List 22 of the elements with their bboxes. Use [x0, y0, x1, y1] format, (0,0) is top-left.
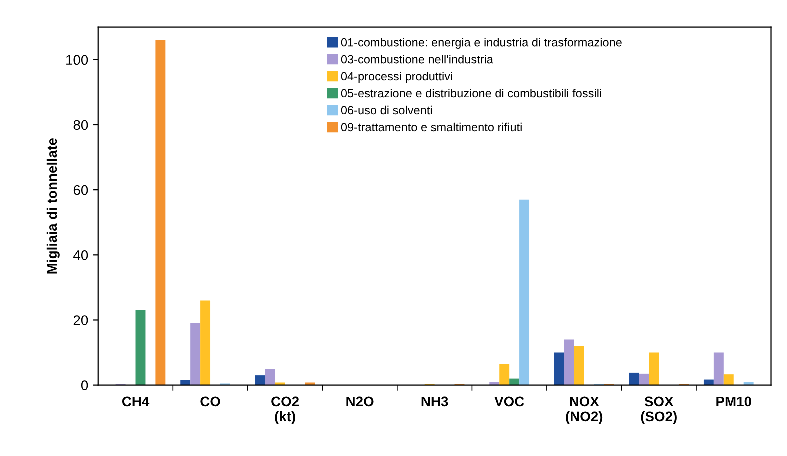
legend-label: 06-uso di solventi	[341, 106, 432, 115]
x-tick-label: PM10	[716, 396, 752, 407]
x-tick-label: CO	[200, 396, 220, 407]
x-tick-label: CH4	[122, 396, 150, 407]
y-tick-label: 100	[66, 55, 88, 66]
y-tick-label: 60	[74, 185, 88, 196]
x-tick-label: NOX (NO2)	[566, 396, 603, 424]
legend-label: 03-combustione nell'industria	[341, 55, 494, 64]
x-tick-label: CO2 (kt)	[272, 396, 300, 424]
y-axis-title: Migliaia di tonnellate	[46, 138, 60, 274]
x-tick-label: VOC	[494, 396, 524, 407]
legend-label: 01-combustione: energia e industria di trasformazione	[341, 38, 622, 50]
y-tick-label: 40	[74, 250, 88, 260]
x-tick-label: N2O	[346, 396, 374, 407]
legend-label: 04-processi produttivi	[341, 72, 452, 83]
x-tick-label: SOX (SO2)	[641, 396, 677, 424]
legend-label: 05-estrazione e distribuzione di combustibili fossili	[341, 88, 602, 98]
y-tick-label: 80	[74, 120, 88, 130]
legend-label: 09-trattamento e smaltimento rifiuti	[341, 122, 522, 132]
y-tick-label: 0	[81, 380, 88, 390]
x-tick-label: NH3	[422, 396, 448, 407]
y-tick-label: 20	[74, 316, 88, 326]
